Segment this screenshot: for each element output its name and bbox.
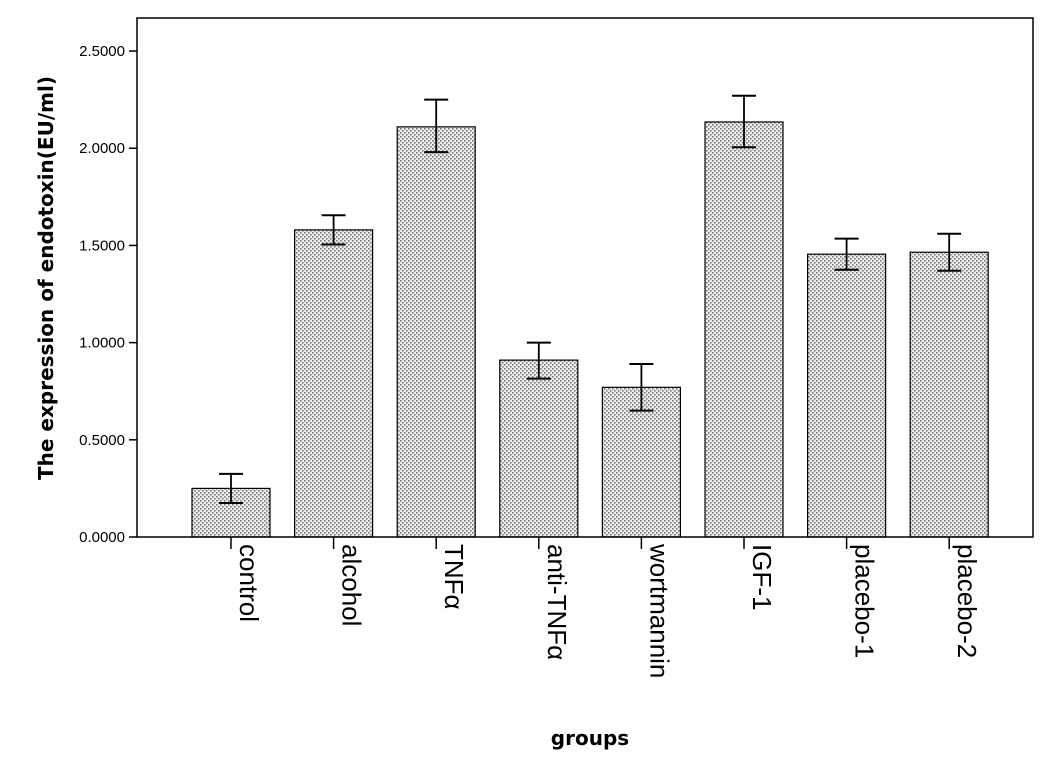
y-tick-label: 1.0000	[79, 335, 125, 352]
bar-IGF-1	[704, 121, 784, 538]
x-tick-label: wortmannin	[644, 543, 674, 678]
y-axis-ticks: 0.0000 0.5000 1.0000 1.5000 2.0000 2.5000	[79, 43, 137, 546]
y-tick-label: 0.0000	[79, 529, 125, 546]
x-tick-label: alcohol	[337, 544, 367, 626]
y-tick-label: 1.5000	[79, 237, 125, 254]
bar-placebo-2	[909, 251, 989, 538]
x-axis-ticks: control alcohol TNFα anti-TNFα wortmannin IGF…	[230, 537, 982, 678]
y-tick-label: 2.5000	[79, 43, 125, 60]
bars-group	[191, 121, 989, 538]
error-bars-group	[219, 94, 962, 504]
bar-TNFα	[396, 126, 476, 538]
y-axis-title: The expression of endotoxin(EU/ml)	[34, 76, 58, 480]
y-tick-label: 0.5000	[79, 432, 125, 449]
x-tick-label: placebo-1	[850, 544, 880, 658]
x-tick-label: control	[234, 544, 264, 622]
x-tick-label: IGF-1	[747, 544, 777, 610]
x-tick-label: anti-TNFα	[542, 544, 572, 660]
bar-wortmannin	[601, 386, 682, 538]
bar-alcohol	[294, 229, 374, 538]
x-tick-label: placebo-2	[952, 544, 982, 658]
y-tick-label: 2.0000	[79, 140, 125, 157]
x-axis-title: groups	[551, 726, 629, 750]
bar-anti-TNFα	[499, 359, 579, 538]
x-tick-label: TNFα	[439, 544, 469, 610]
plot-frame	[136, 17, 1034, 538]
bar-placebo-1	[806, 253, 887, 538]
